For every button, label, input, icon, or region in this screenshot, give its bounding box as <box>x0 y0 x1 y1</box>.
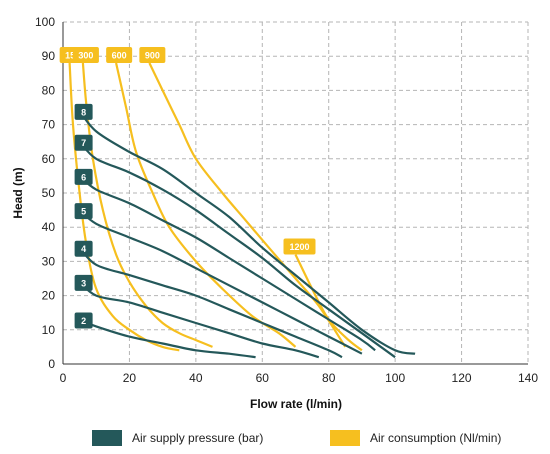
air-badge-label: 600 <box>112 51 127 61</box>
x-tick-label: 120 <box>452 371 472 385</box>
x-tick-label: 140 <box>518 371 538 385</box>
x-tick-label: 40 <box>189 371 203 385</box>
y-tick-label: 100 <box>35 15 55 29</box>
air-pressure-line-4 <box>78 246 343 359</box>
pressure-badge-3: 3 <box>74 274 93 291</box>
y-tick-label: 90 <box>42 49 56 63</box>
legend-swatch <box>92 430 122 446</box>
x-axis-title: Flow rate (l/min) <box>250 397 342 411</box>
legend-item-air: Air consumption (Nl/min) <box>330 430 501 446</box>
y-tick-label: 10 <box>42 323 56 337</box>
air-pressure-line-5 <box>78 209 363 355</box>
air-consumption-line-300 <box>81 62 213 348</box>
air-badge-label: 150 <box>65 51 80 61</box>
air-badge-label: 1200 <box>289 242 309 252</box>
x-tick-label: 0 <box>60 371 67 385</box>
pressure-badge-label: 2 <box>81 316 86 326</box>
y-tick-label: 70 <box>42 118 56 132</box>
pressure-badge-label: 7 <box>81 138 86 148</box>
y-tick-label: 20 <box>42 289 56 303</box>
legend-label: Air supply pressure (bar) <box>132 431 263 445</box>
air-pressure-line-2 <box>79 318 256 359</box>
y-tick-label: 50 <box>42 186 56 200</box>
air-pressure-line-7 <box>78 140 396 359</box>
y-tick-label: 0 <box>48 357 55 371</box>
air-badge-1200: 1200 <box>283 238 316 255</box>
air-pressure-curves <box>78 110 416 359</box>
air-pressure-line-6 <box>78 175 376 352</box>
grid <box>63 21 529 364</box>
legend-item-pressure: Air supply pressure (bar) <box>92 430 263 446</box>
legend-swatch <box>330 430 360 446</box>
air-badge-600: 600 <box>106 47 133 64</box>
pressure-badge-4: 4 <box>74 240 93 257</box>
y-axis-title: Head (m) <box>11 167 25 218</box>
x-tick-label: 100 <box>385 371 405 385</box>
axes <box>62 22 528 365</box>
pressure-badge-label: 8 <box>81 107 86 117</box>
pressure-badge-label: 6 <box>81 172 86 182</box>
pressure-badge-label: 5 <box>81 207 86 217</box>
pressure-badge-6: 6 <box>74 168 93 185</box>
x-tick-label: 80 <box>322 371 336 385</box>
pressure-badge-7: 7 <box>74 134 93 151</box>
pressure-badge-8: 8 <box>74 103 93 120</box>
air-badge-label: 900 <box>145 51 160 61</box>
x-tick-label: 60 <box>256 371 270 385</box>
air-pressure-line-8 <box>78 110 416 355</box>
legend: Air supply pressure (bar) Air consumption… <box>92 430 501 446</box>
pressure-badge-5: 5 <box>74 203 93 220</box>
air-consumption-line-600 <box>115 62 297 348</box>
air-badge-label: 300 <box>78 51 93 61</box>
air-consumption-line-900 <box>148 62 347 348</box>
pressure-badge-label: 3 <box>81 278 86 288</box>
y-tick-label: 60 <box>42 152 56 166</box>
air-badge-300: 300 <box>72 47 99 64</box>
y-tick-label: 80 <box>42 83 56 97</box>
y-tick-label: 30 <box>42 254 56 268</box>
air-badge-900: 900 <box>139 47 166 64</box>
tick-labels: 0 20 40 60 80 100 120 140 0 10 20 30 40 50 60 70 80 90 100 <box>35 15 538 385</box>
legend-label: Air consumption (Nl/min) <box>370 431 501 445</box>
pressure-badge-2: 2 <box>74 312 93 329</box>
x-tick-label: 20 <box>123 371 137 385</box>
y-tick-label: 40 <box>42 220 56 234</box>
air-pressure-line-3 <box>78 281 320 359</box>
pressure-badge-label: 4 <box>81 244 86 254</box>
air-consumption-line-150 <box>68 62 180 352</box>
